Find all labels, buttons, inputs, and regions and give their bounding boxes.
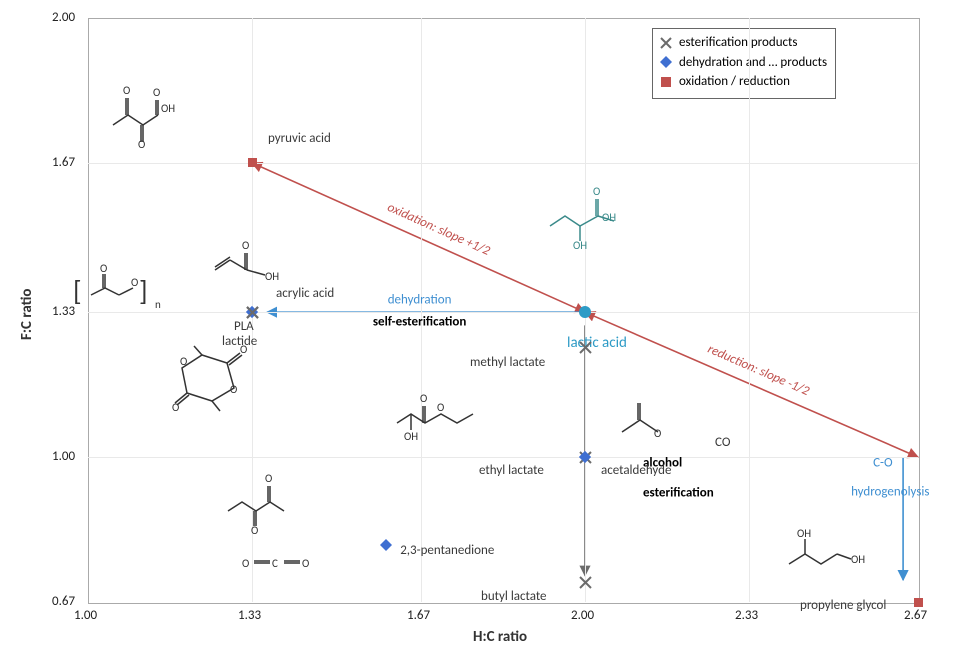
molecule-icon: OH OH xyxy=(779,519,889,589)
grid-v xyxy=(421,18,422,602)
y-tick: 1.00 xyxy=(52,449,75,464)
x-tick: 2.00 xyxy=(571,608,594,623)
svg-text:O: O xyxy=(230,383,237,396)
svg-text:O: O xyxy=(420,392,427,405)
svg-text:O: O xyxy=(100,262,107,275)
arrow-label: C-O xyxy=(873,456,893,471)
point-label: pyruvic acid xyxy=(268,131,331,146)
svg-text:OH: OH xyxy=(404,430,418,443)
svg-text:O: O xyxy=(180,355,187,368)
x-tick: 1.67 xyxy=(407,608,430,623)
molecule-icon: OH OO xyxy=(391,378,501,448)
svg-text:OH: OH xyxy=(797,527,811,540)
svg-text:O: O xyxy=(654,427,661,440)
arrow-label: self-esterification xyxy=(373,315,466,330)
point-label: acetaldehyde xyxy=(601,463,671,478)
svg-text:O: O xyxy=(593,185,600,198)
y-tick: 1.67 xyxy=(52,155,75,170)
svg-text:O: O xyxy=(172,401,179,414)
svg-text:O: O xyxy=(265,472,272,485)
molecule-icon: O OH xyxy=(207,225,317,295)
svg-text:O: O xyxy=(153,86,160,99)
arrow-label: dehydration xyxy=(388,293,452,308)
y-tick: 0.67 xyxy=(52,594,75,609)
svg-text:]: ] xyxy=(139,273,148,308)
point-label: methyl lactate xyxy=(470,355,545,370)
x-tick: 2.67 xyxy=(904,608,927,623)
grid-v xyxy=(749,18,750,602)
y-tick: 2.00 xyxy=(52,10,75,25)
point-label: ethyl lactate xyxy=(479,463,544,478)
point-label: CO xyxy=(715,435,730,450)
molecule-icon: OOOO xyxy=(172,343,282,413)
x-tick: 1.00 xyxy=(74,608,97,623)
point-label: lactic acid xyxy=(567,334,627,352)
arrow-label: esterification xyxy=(643,486,714,501)
svg-text:OH: OH xyxy=(161,102,175,115)
svg-text:[: [ xyxy=(73,273,82,308)
molecule-icon: [ O O] n xyxy=(73,260,183,330)
svg-text:O: O xyxy=(302,557,309,570)
arrow-label: hydrogenolysis xyxy=(851,484,929,499)
svg-text:OH: OH xyxy=(573,239,587,252)
point-label: butyl lactate xyxy=(481,589,547,604)
molecule-icon: O xyxy=(614,387,724,457)
x-tick: 1.33 xyxy=(238,608,261,623)
molecule-icon: OCO xyxy=(232,527,342,597)
svg-text:OH: OH xyxy=(265,270,279,283)
grid-h xyxy=(88,163,918,164)
svg-text:O: O xyxy=(131,276,138,289)
svg-text:C: C xyxy=(272,557,278,570)
point-label: PLA xyxy=(234,319,254,334)
svg-text:n: n xyxy=(155,298,161,311)
molecule-icon: OO xyxy=(222,466,332,536)
x-tick: 2.33 xyxy=(735,608,758,623)
grid-h xyxy=(88,457,918,458)
point-label: lactide xyxy=(222,334,257,349)
svg-text:O: O xyxy=(242,557,249,570)
svg-text:O: O xyxy=(242,239,249,252)
point-label: propylene glycol xyxy=(800,598,886,613)
svg-text:OH: OH xyxy=(851,553,865,566)
svg-text:O: O xyxy=(437,401,444,414)
svg-text:O: O xyxy=(123,84,130,97)
grid-h xyxy=(88,312,918,313)
molecule-icon: OHOOH xyxy=(540,181,650,251)
point-label: 2,3-pentanedione xyxy=(400,543,494,558)
point-label: acrylic acid xyxy=(276,286,334,301)
y-tick: 1.33 xyxy=(52,304,75,319)
svg-text:O: O xyxy=(138,138,145,151)
molecule-icon: OOOHO xyxy=(103,80,213,150)
chart-container: F:C ratio H:C ratio esterification produ… xyxy=(0,0,954,670)
